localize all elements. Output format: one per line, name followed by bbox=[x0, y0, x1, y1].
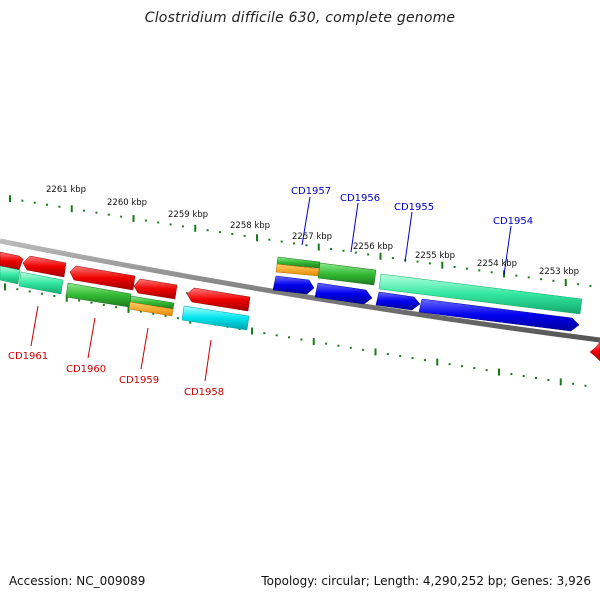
genome-title: Clostridium difficile 630, complete geno… bbox=[144, 10, 456, 26]
gene-label-cd1956: CD1956 bbox=[340, 193, 380, 204]
genes-lower-left bbox=[0, 265, 250, 331]
genes-upper-left bbox=[0, 251, 251, 312]
gene-label-cd1959: CD1959 bbox=[119, 375, 159, 386]
scale-label-2254: 2254 kbp bbox=[477, 259, 517, 269]
gene-arrow[interactable] bbox=[375, 291, 421, 311]
gene-arrow[interactable] bbox=[317, 262, 377, 286]
scale-label-2261: 2261 kbp bbox=[46, 185, 86, 195]
gene-arrow[interactable] bbox=[181, 305, 250, 331]
gene-arrow[interactable] bbox=[276, 256, 321, 269]
genes-lower-right bbox=[272, 275, 600, 362]
leader-line bbox=[204, 339, 212, 382]
gene-label-cd1954: CD1954 bbox=[493, 216, 533, 227]
scale-labels: 2261 kbp 2260 kbp 2259 kbp 2258 kbp 2257… bbox=[46, 185, 579, 277]
scale-label-2258: 2258 kbp bbox=[230, 221, 270, 231]
gene-arrow[interactable] bbox=[186, 287, 251, 312]
scale-label-2259: 2259 kbp bbox=[168, 210, 208, 220]
leader-line bbox=[350, 202, 359, 253]
scale-label-2257: 2257 kbp bbox=[292, 232, 332, 242]
scale-label-2255: 2255 kbp bbox=[415, 251, 455, 261]
leader-line bbox=[301, 196, 311, 246]
leader-line bbox=[140, 327, 149, 370]
scale-label-2256: 2256 kbp bbox=[353, 242, 393, 252]
accession-text: Accession: NC_009089 bbox=[9, 574, 146, 588]
gene-arrow[interactable] bbox=[18, 271, 64, 295]
gene-arrow[interactable] bbox=[65, 282, 132, 308]
scale-label-2253: 2253 kbp bbox=[539, 267, 579, 277]
gene-arrow[interactable] bbox=[128, 301, 174, 317]
gene-label-cd1957: CD1957 bbox=[291, 186, 331, 197]
gene-labels-lower: CD1961 CD1960 CD1959 CD1958 bbox=[8, 305, 224, 398]
gene-label-cd1955: CD1955 bbox=[394, 202, 434, 213]
gene-arrow[interactable] bbox=[133, 278, 178, 300]
genes-upper-right bbox=[275, 256, 583, 315]
gene-arrow[interactable] bbox=[0, 265, 21, 285]
gene-label-cd1961: CD1961 bbox=[8, 351, 48, 362]
leader-line bbox=[503, 225, 512, 276]
gene-arrow[interactable] bbox=[69, 265, 136, 291]
leader-line bbox=[87, 317, 96, 359]
gene-arrow[interactable] bbox=[0, 251, 24, 271]
gene-label-cd1958: CD1958 bbox=[184, 387, 224, 398]
upper-tick-row bbox=[9, 195, 592, 287]
genome-backbone bbox=[0, 238, 600, 343]
gene-arrow[interactable] bbox=[378, 273, 583, 315]
gene-labels-upper: CD1957 CD1956 CD1955 CD1954 bbox=[291, 186, 533, 276]
gene-label-cd1960: CD1960 bbox=[66, 364, 106, 375]
genome-summary-text: Topology: circular; Length: 4,290,252 bp… bbox=[261, 574, 591, 588]
gene-arrow[interactable] bbox=[314, 282, 373, 305]
gene-arrow[interactable] bbox=[418, 298, 580, 332]
gene-arrow[interactable] bbox=[272, 275, 315, 295]
leader-line bbox=[30, 305, 39, 347]
scale-label-2260: 2260 kbp bbox=[107, 198, 147, 208]
leader-line bbox=[404, 211, 413, 263]
gene-arrow[interactable] bbox=[589, 341, 600, 362]
gene-arrow[interactable] bbox=[22, 255, 67, 278]
